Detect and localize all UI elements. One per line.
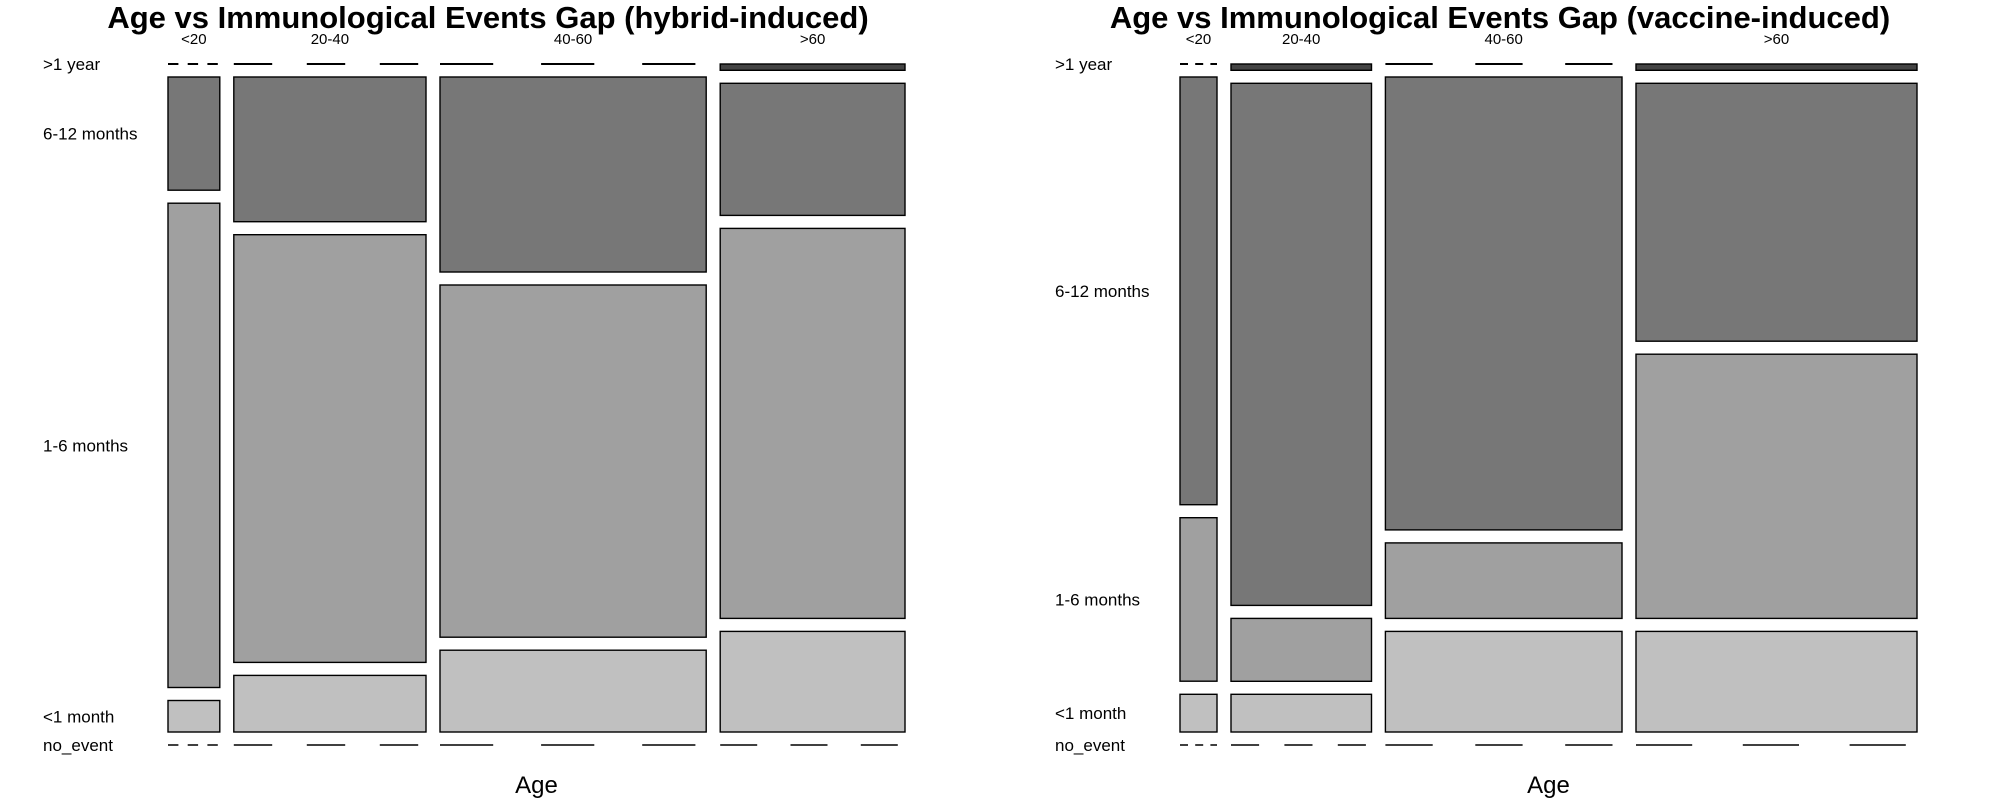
mosaic-cell: [1230, 693, 1373, 733]
row-label: <1 month: [43, 707, 114, 726]
mosaic-cell: [719, 63, 906, 72]
mosaic-cell: [167, 202, 221, 689]
mosaic-cell: [1635, 630, 1918, 733]
column-label: 20-40: [1282, 31, 1320, 48]
row-label: <1 month: [1055, 704, 1126, 723]
row-label: 1-6 months: [1055, 591, 1140, 610]
mosaic-cell: [1384, 630, 1623, 733]
mosaic-cell: [233, 233, 427, 664]
row-label: >1 year: [43, 55, 101, 74]
row-label: no_event: [1055, 736, 1125, 755]
mosaic-cell: [1384, 76, 1623, 531]
mosaic-cell: [1230, 63, 1373, 72]
mosaic-cell: [1384, 542, 1623, 620]
column-label: <20: [181, 31, 206, 48]
column-label: 20-40: [311, 31, 349, 48]
row-label: >1 year: [1055, 55, 1113, 74]
column-label: 40-60: [1485, 31, 1523, 48]
mosaic-cell: [719, 227, 906, 620]
mosaic-cell: [1635, 353, 1918, 620]
mosaic-cell: [1179, 517, 1218, 682]
column-label: 40-60: [554, 31, 592, 48]
mosaic-cell: [1179, 76, 1218, 506]
column-label: >60: [1764, 31, 1789, 48]
mosaic-cell: [439, 649, 707, 733]
x-axis-label: Age: [515, 772, 558, 799]
mosaic-cell: [233, 674, 427, 733]
mosaic-cell: [233, 76, 427, 223]
chart-title: Age vs Immunological Events Gap (hybrid-…: [107, 0, 869, 35]
mosaic-cell: [439, 284, 707, 638]
mosaic-cell: [167, 76, 221, 191]
row-label: 1-6 months: [43, 436, 128, 455]
mosaic-cell: [719, 82, 906, 217]
mosaic-cell: [1230, 82, 1373, 607]
x-axis-label: Age: [1527, 772, 1570, 799]
mosaic-cell: [167, 699, 221, 733]
row-label: no_event: [43, 736, 113, 755]
column-label: >60: [800, 31, 825, 48]
chart-title: Age vs Immunological Events Gap (vaccine…: [1109, 0, 1891, 35]
mosaic-cell: [1635, 63, 1918, 72]
column-label: <20: [1186, 31, 1211, 48]
mosaic-cell: [439, 76, 707, 273]
row-label: 6-12 months: [43, 125, 138, 144]
mosaic-cell: [1635, 82, 1918, 342]
mosaic-cell: [1230, 617, 1373, 683]
mosaic-cell: [719, 630, 906, 733]
row-label: 6-12 months: [1055, 282, 1150, 301]
mosaic-cell: [1179, 693, 1218, 733]
